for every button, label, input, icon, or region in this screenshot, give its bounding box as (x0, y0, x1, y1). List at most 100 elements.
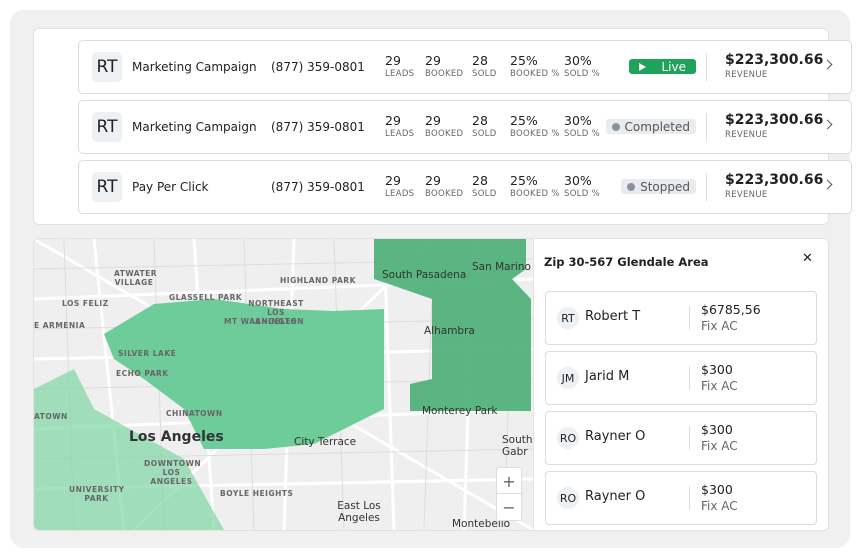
map-label: UNIVERSITY PARK (69, 485, 125, 503)
stat-label: SOLD % (564, 129, 600, 139)
stat-label: BOOKED % (510, 129, 560, 139)
campaign-row[interactable]: RT Marketing Campaign (877) 359-0801 29 LEAD… (78, 40, 852, 94)
status-icon (611, 122, 620, 131)
map-card: South Pasadena San Marino Alhambra Monte… (33, 238, 829, 531)
map-label: South Pasadena (382, 269, 467, 281)
revenue: $223,300.66 (725, 52, 824, 68)
revenue-label: REVENUE (725, 130, 768, 140)
revenue-label: REVENUE (725, 70, 768, 80)
campaign-name: Marketing Campaign (132, 60, 257, 74)
contact-name: Rayner O (585, 429, 646, 444)
zoom-out[interactable]: − (496, 493, 522, 521)
stat-value: 29 (425, 53, 441, 68)
chevron (822, 59, 833, 70)
stat-value: 29 (425, 173, 441, 188)
stat-value: 29 (385, 53, 401, 68)
stat-value: 29 (385, 113, 401, 128)
stat-label: SOLD (472, 129, 497, 139)
divider (706, 173, 707, 201)
map-label: LOS FELIZ (62, 299, 109, 308)
stat-label: BOOKED (425, 189, 464, 199)
stat-label: SOLD % (564, 69, 600, 79)
status-text: Stopped (640, 179, 690, 194)
price: $300 (701, 482, 733, 497)
campaign-name: Pay Per Click (132, 180, 209, 194)
map-label: ATWATER VILLAGE (114, 269, 158, 287)
stat-label: SOLD (472, 189, 497, 199)
revenue-label: REVENUE (725, 190, 768, 200)
map-label: BOYLE HEIGHTS (220, 489, 294, 498)
status-text: Completed (624, 119, 690, 134)
side-panel: Zip 30-567 Glendale Area ✕ RT Robert T $67… (533, 239, 828, 530)
stat-value: 25% (510, 53, 538, 68)
phone: (877) 359-0801 (271, 180, 365, 194)
map-label: ECHO PARK (116, 369, 169, 378)
map-label: SILVER LAKE (118, 349, 177, 358)
contact-item[interactable]: JM Jarid M $300 Fix AC (545, 351, 817, 405)
stat-value: 28 (472, 113, 488, 128)
zoom-in[interactable]: + (496, 467, 522, 495)
contact-avatar: RO (557, 487, 579, 509)
stat-value: 25% (510, 113, 538, 128)
map-label: DOWNTOWN LOS ANGELES (144, 459, 202, 486)
stat-label: SOLD % (564, 189, 600, 199)
contact-avatar: RO (557, 427, 579, 449)
close-button[interactable]: ✕ (802, 251, 813, 266)
price: $6785,56 (701, 302, 761, 317)
divider (689, 486, 690, 510)
contact-avatar: RT (557, 307, 579, 329)
divider (706, 53, 707, 81)
map-label: Alhambra (424, 325, 475, 337)
stat-value: 29 (385, 173, 401, 188)
campaign-name: Marketing Campaign (132, 120, 257, 134)
contact-name: Rayner O (585, 489, 646, 504)
contact-name: Robert T (585, 309, 641, 324)
stat-label: LEADS (385, 189, 415, 199)
divider (689, 306, 690, 330)
contact-item[interactable]: RO Rayner O $300 Fix AC (545, 471, 817, 525)
status-chip: Stopped (621, 179, 696, 194)
map-label: ATOWN (34, 412, 68, 421)
campaign-row[interactable]: RT Pay Per Click (877) 359-0801 29 LEADS 29 BO… (78, 160, 852, 214)
revenue: $223,300.66 (725, 172, 824, 188)
stat-value: 30% (564, 113, 592, 128)
map-label: City Terrace (294, 436, 357, 448)
stat-value: 25% (510, 173, 538, 188)
contact-item[interactable]: RT Robert T $6785,56 Fix AC (545, 291, 817, 345)
campaign-list: RT Marketing Campaign (877) 359-0801 29 LEAD… (33, 28, 852, 225)
contact-item[interactable]: RO Rayner O $300 Fix AC (545, 411, 817, 465)
service: Fix AC (701, 379, 738, 393)
chevron (822, 119, 833, 130)
map-label: NORTHEAST LOS ANGELES (248, 299, 304, 326)
phone: (877) 359-0801 (271, 120, 365, 134)
service: Fix AC (701, 319, 738, 333)
status-icon (627, 182, 636, 191)
contact-name: Jarid M (585, 369, 630, 384)
stat-label: LEADS (385, 69, 415, 79)
stat-value: 28 (472, 53, 488, 68)
stat-label: BOOKED % (510, 69, 560, 79)
divider (689, 366, 690, 390)
price: $300 (701, 422, 733, 437)
panel-title: Zip 30-567 Glendale Area (544, 255, 709, 269)
stat-value: 29 (425, 113, 441, 128)
map-label: South Gabr (502, 434, 532, 458)
revenue: $223,300.66 (725, 112, 824, 128)
map-label: MT WASHINGTON (224, 317, 304, 326)
contact-avatar: JM (557, 367, 579, 389)
status-text: Live (661, 59, 686, 74)
map-label: San Marino (472, 261, 531, 273)
map-label: HIGHLAND PARK (280, 276, 356, 285)
campaign-row[interactable]: RT Marketing Campaign (877) 359-0801 29 LEAD… (78, 100, 852, 154)
service: Fix AC (701, 439, 738, 453)
status-icon (639, 62, 647, 71)
phone: (877) 359-0801 (271, 60, 365, 74)
map-label: E ARMENIA (34, 321, 86, 330)
stat-label: BOOKED % (510, 189, 560, 199)
map-label: Los Angeles (129, 429, 224, 445)
divider (706, 113, 707, 141)
status-chip: Live (629, 59, 696, 74)
map-label: GLASSELL PARK (169, 293, 243, 302)
avatar: RT (92, 52, 122, 82)
